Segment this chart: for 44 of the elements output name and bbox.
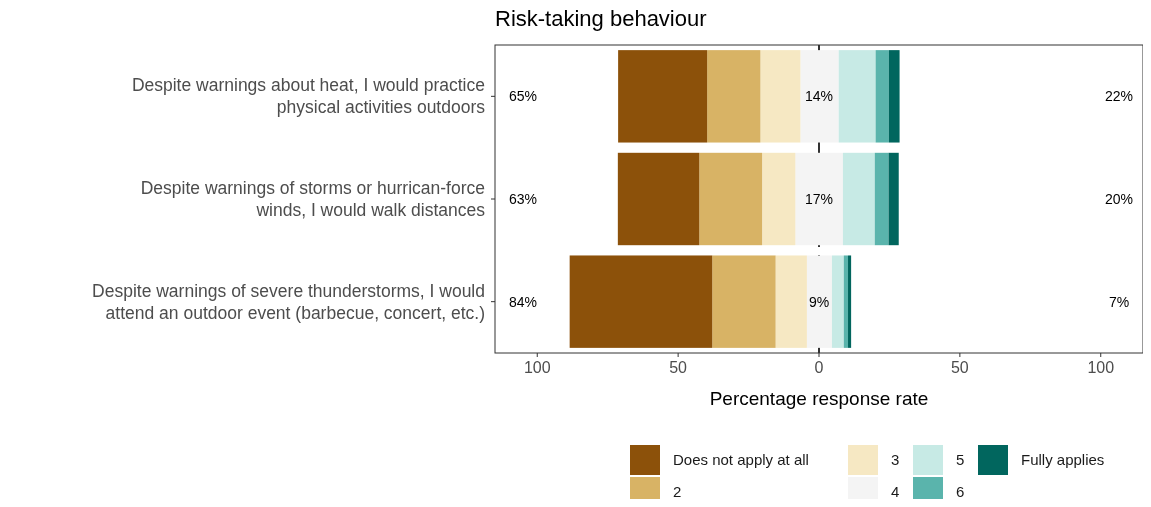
bar bbox=[618, 50, 708, 143]
bar bbox=[888, 152, 899, 246]
bar bbox=[848, 255, 852, 348]
legend-label: 4 bbox=[891, 483, 900, 501]
annotation: 65% bbox=[508, 88, 538, 105]
annotation: 9% bbox=[808, 293, 830, 310]
bar bbox=[888, 50, 900, 143]
legend-label: Fully applies bbox=[1021, 451, 1105, 469]
annotation: 20% bbox=[1104, 190, 1134, 207]
annotation: 7% bbox=[1108, 293, 1130, 310]
bar bbox=[712, 255, 776, 348]
x-axis-title: Percentage response rate bbox=[709, 388, 929, 409]
y-tick-label: Despite warnings of storms or hurrican-force winds, I would walk distances bbox=[140, 178, 486, 221]
bar bbox=[875, 50, 889, 143]
annotation: 84% bbox=[508, 293, 538, 310]
legend-label: 6 bbox=[956, 483, 965, 501]
bar bbox=[762, 152, 796, 246]
chart-title: Risk-taking behaviour bbox=[495, 6, 707, 31]
annotation: 63% bbox=[508, 190, 538, 207]
x-tick-label: 100 bbox=[523, 359, 551, 376]
bar bbox=[617, 152, 700, 246]
bar bbox=[831, 255, 844, 348]
legend-label: 3 bbox=[891, 451, 900, 469]
x-tick-label: 50 bbox=[669, 359, 688, 376]
bar bbox=[699, 152, 763, 246]
bar bbox=[843, 255, 849, 348]
bar bbox=[707, 50, 761, 143]
annotation: 17% bbox=[804, 190, 834, 207]
bar bbox=[760, 50, 801, 143]
x-tick-label: 0 bbox=[814, 359, 824, 376]
x-tick-label: 50 bbox=[950, 359, 969, 376]
annotation: 14% bbox=[804, 88, 834, 105]
annotation: 22% bbox=[1104, 88, 1134, 105]
y-tick-label: Despite warnings about heat, I would practice physical activities outdoors bbox=[131, 75, 486, 118]
bar bbox=[775, 255, 807, 348]
legend-label: Does not apply at all bbox=[673, 451, 809, 469]
bar bbox=[842, 152, 875, 246]
bar bbox=[838, 50, 876, 143]
bar bbox=[874, 152, 889, 246]
legend-label: 2 bbox=[673, 483, 682, 501]
bar bbox=[569, 255, 713, 348]
y-tick-label: Despite warnings of severe thunderstorms, I would attend an outdoor event (barbecue, concert, etc.) bbox=[92, 280, 485, 323]
x-tick-label: 100 bbox=[1087, 359, 1115, 376]
legend-label: 5 bbox=[956, 451, 965, 469]
